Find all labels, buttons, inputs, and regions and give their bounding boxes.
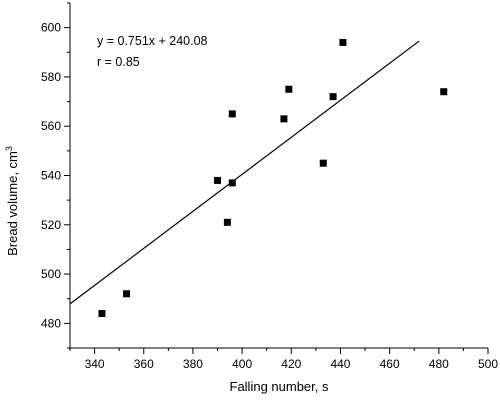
data-point-1 bbox=[98, 310, 106, 317]
r-annotation: r = 0.85 bbox=[97, 55, 140, 69]
data-point-8 bbox=[285, 85, 293, 93]
x-tick-label: 380 bbox=[183, 357, 203, 371]
data-point-9 bbox=[319, 159, 327, 167]
x-tick-label: 340 bbox=[85, 357, 105, 371]
axes: 340 360 380 400 420 440 460 480 500 480 500 520 540 5… bbox=[41, 2, 498, 371]
y-axis-title: Bread volume, cm3 bbox=[4, 146, 20, 256]
y-tick-label: 540 bbox=[41, 169, 61, 183]
data-point-12 bbox=[440, 88, 448, 96]
data-point-5 bbox=[228, 179, 236, 187]
y-tick-label: 480 bbox=[41, 316, 61, 330]
data-point-7 bbox=[280, 115, 288, 123]
data-point-6 bbox=[228, 110, 236, 118]
regression-line bbox=[69, 40, 420, 305]
y-tick-label: 580 bbox=[41, 70, 61, 84]
x-tick-label: 420 bbox=[281, 357, 301, 371]
data-point-2 bbox=[123, 290, 131, 298]
y-tick-label: 500 bbox=[41, 267, 61, 281]
y-tick-label: 560 bbox=[41, 119, 61, 133]
y-tick-label: 600 bbox=[41, 21, 61, 35]
y-axis-title-superscript: 3 bbox=[4, 146, 14, 151]
x-tick-label: 500 bbox=[478, 357, 498, 371]
x-tick-label: 480 bbox=[429, 357, 449, 371]
x-tick-label: 460 bbox=[380, 357, 400, 371]
data-point-10 bbox=[329, 93, 337, 101]
x-tick-label: 400 bbox=[232, 357, 252, 371]
data-points bbox=[98, 38, 448, 317]
x-tick-label: 360 bbox=[134, 357, 154, 371]
y-axis-title-text: Bread volume, cm bbox=[5, 151, 20, 256]
data-point-3 bbox=[214, 176, 222, 184]
trendline-group bbox=[69, 40, 420, 305]
x-axis-title: Falling number, s bbox=[230, 379, 329, 394]
y-tick-label: 520 bbox=[41, 218, 61, 232]
equation-annotation: y = 0.751x + 240.08 bbox=[97, 34, 208, 48]
data-point-11 bbox=[339, 38, 347, 46]
data-point-4 bbox=[223, 218, 231, 226]
x-tick-label: 440 bbox=[330, 357, 350, 371]
